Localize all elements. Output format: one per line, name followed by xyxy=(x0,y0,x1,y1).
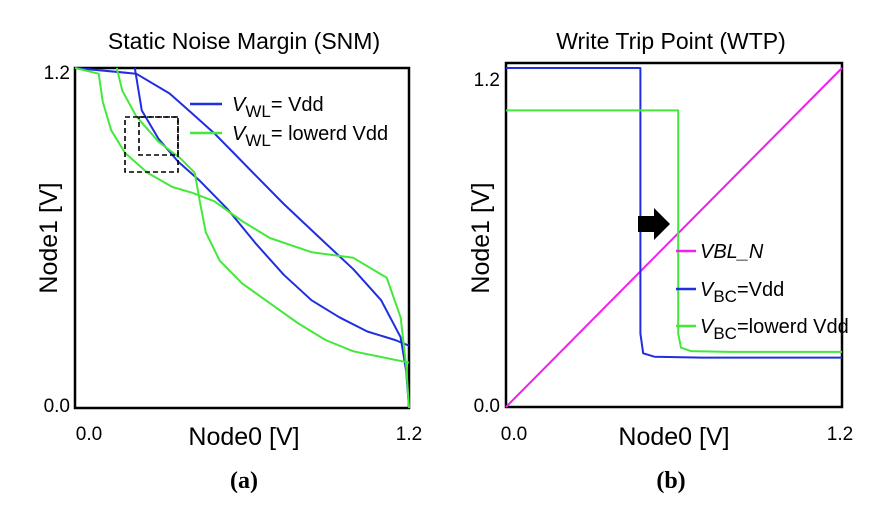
panel-b-xtick-left: 0.0 xyxy=(501,424,527,445)
panel-a-title: Static Noise Margin (SNM) xyxy=(108,28,380,54)
panel-b-curves xyxy=(505,67,843,408)
panel-b-xtick-right: 1.2 xyxy=(827,424,853,445)
panel-b-ytick-top: 1.2 xyxy=(474,70,500,91)
panel-a-ytick-top: 1.2 xyxy=(44,63,70,84)
legend-a-item-2-label: VWL= lowerd Vdd xyxy=(232,123,388,150)
legend-b-item-1-label: VBL_N xyxy=(700,241,764,263)
panel-b-series-1-curve-1 xyxy=(505,67,843,408)
panel-b-xlabel: Node0 [V] xyxy=(618,423,729,451)
snm-box-inner xyxy=(138,116,179,156)
panel-a-series-2-curve-2 xyxy=(74,67,410,409)
panel-a-series-1-curve-2 xyxy=(74,67,410,409)
panel-a-legend: VWL= Vdd VWL= lowerd Vdd xyxy=(190,94,388,150)
panel-a-xtick-right: 1.2 xyxy=(396,424,422,445)
panel-b: Write Trip Point (WTP) VBL_N VBC=Vdd VBC… xyxy=(467,28,853,494)
panel-a-ylabel: Node1 [V] xyxy=(35,182,63,293)
panel-b-title: Write Trip Point (WTP) xyxy=(556,28,786,54)
panel-a-ytick-bottom: 0.0 xyxy=(44,396,70,417)
panel-a-label: (a) xyxy=(230,468,258,494)
panel-b-ylabel: Node1 [V] xyxy=(467,182,495,293)
panel-b-ytick-bottom: 0.0 xyxy=(474,396,500,417)
panel-a-series-2-curve-1 xyxy=(115,67,410,364)
legend-a-item-1-label: VWL= Vdd xyxy=(232,94,324,121)
panel-b-plot-frame xyxy=(504,61,844,409)
panel-a: Static Noise Margin (SNM) VWL= Vdd VWL= … xyxy=(35,28,422,494)
panel-b-series-2-curve-1 xyxy=(506,67,842,359)
panel-a-plot-frame xyxy=(73,66,411,410)
panel-a-xtick-left: 0.0 xyxy=(76,424,102,445)
panel-a-xlabel: Node0 [V] xyxy=(188,423,299,451)
panel-a-curves xyxy=(74,67,410,409)
legend-b-item-2-label: VBC=Vdd xyxy=(700,279,784,306)
panel-a-series-1-curve-1 xyxy=(133,67,410,347)
panel-b-series-3-curve-1 xyxy=(506,109,842,353)
panel-b-legend: VBL_N VBC=Vdd VBC=lowerd Vdd xyxy=(676,241,849,343)
legend-b-item-3-label: VBC=lowerd Vdd xyxy=(700,316,849,343)
shift-arrow xyxy=(638,208,670,240)
panel-b-label: (b) xyxy=(656,468,685,494)
